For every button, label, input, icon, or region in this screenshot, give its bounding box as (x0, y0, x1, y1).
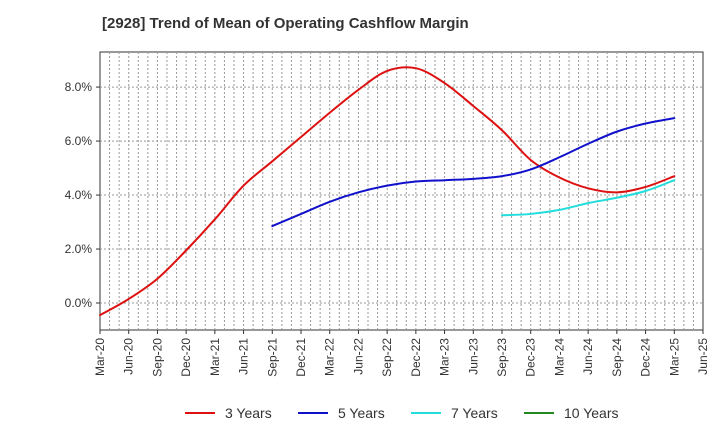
x-tick-label: Sep-20 (150, 338, 164, 377)
legend-swatch (411, 412, 441, 414)
x-tick-label: Dec-22 (409, 338, 423, 377)
x-tick-label: Dec-23 (524, 338, 538, 377)
x-tick-label: Jun-25 (696, 338, 710, 375)
x-tick-label: Mar-20 (93, 338, 107, 376)
y-tick-label: 8.0% (65, 80, 93, 94)
x-tick-label: Dec-20 (179, 338, 193, 377)
x-tick-label: Dec-21 (294, 338, 308, 377)
chart-title: [2928] Trend of Mean of Operating Cashfl… (102, 15, 469, 32)
legend-label: 7 Years (451, 405, 498, 421)
legend-label: 3 Years (225, 405, 272, 421)
x-tick-label: Jun-23 (466, 338, 480, 375)
series-line-7-years (501, 179, 676, 217)
legend-item-3-years: 3 Years (185, 405, 272, 421)
x-tick-label: Mar-25 (667, 338, 681, 376)
x-tick-label: Sep-21 (265, 338, 279, 377)
x-tick-label: Jun-22 (351, 338, 365, 375)
x-tick-label: Mar-21 (208, 338, 222, 376)
x-tick-label: Sep-23 (495, 338, 509, 377)
x-tick-label: Sep-24 (610, 338, 624, 377)
plot-area (99, 51, 704, 331)
y-tick-label: 0.0% (65, 296, 93, 310)
x-tick-label: Mar-22 (323, 338, 337, 376)
y-tick-label: 6.0% (65, 134, 93, 148)
legend-swatch (524, 412, 554, 414)
y-tick-label: 4.0% (65, 188, 93, 202)
legend-swatch (298, 412, 328, 414)
y-tick-label: 2.0% (65, 242, 93, 256)
legend-item-10-years: 10 Years (524, 405, 619, 421)
x-tick-label: Jun-21 (237, 338, 251, 375)
legend-item-5-years: 5 Years (298, 405, 385, 421)
legend: 3 Years 5 Years 7 Years 10 Years (0, 405, 720, 425)
x-tick-label: Mar-23 (438, 338, 452, 376)
legend-item-7-years: 7 Years (411, 405, 498, 421)
legend-label: 10 Years (564, 405, 619, 421)
legend-label: 5 Years (338, 405, 385, 421)
x-tick-label: Dec-24 (639, 338, 653, 377)
x-tick-label: Mar-24 (552, 338, 566, 376)
x-tick-label: Jun-20 (122, 338, 136, 375)
series-line-5-years (271, 117, 676, 228)
series-line-3-years (99, 66, 676, 317)
x-tick-label: Jun-24 (581, 338, 595, 375)
x-tick-label: Sep-22 (380, 338, 394, 377)
legend-swatch (185, 412, 215, 414)
